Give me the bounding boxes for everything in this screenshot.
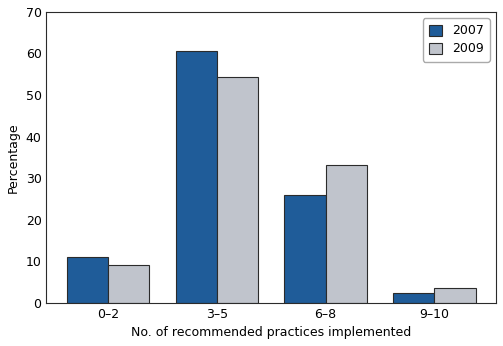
X-axis label: No. of recommended practices implemented: No. of recommended practices implemented [131,326,411,339]
Bar [393,293,434,303]
Bar [108,265,149,303]
Bar [176,52,217,303]
Bar [67,256,108,303]
Y-axis label: Percentage: Percentage [7,122,20,193]
Bar [217,77,258,303]
Bar [284,195,325,303]
Bar [325,165,367,303]
Bar [434,288,476,303]
Legend: 2007, 2009: 2007, 2009 [423,18,490,62]
